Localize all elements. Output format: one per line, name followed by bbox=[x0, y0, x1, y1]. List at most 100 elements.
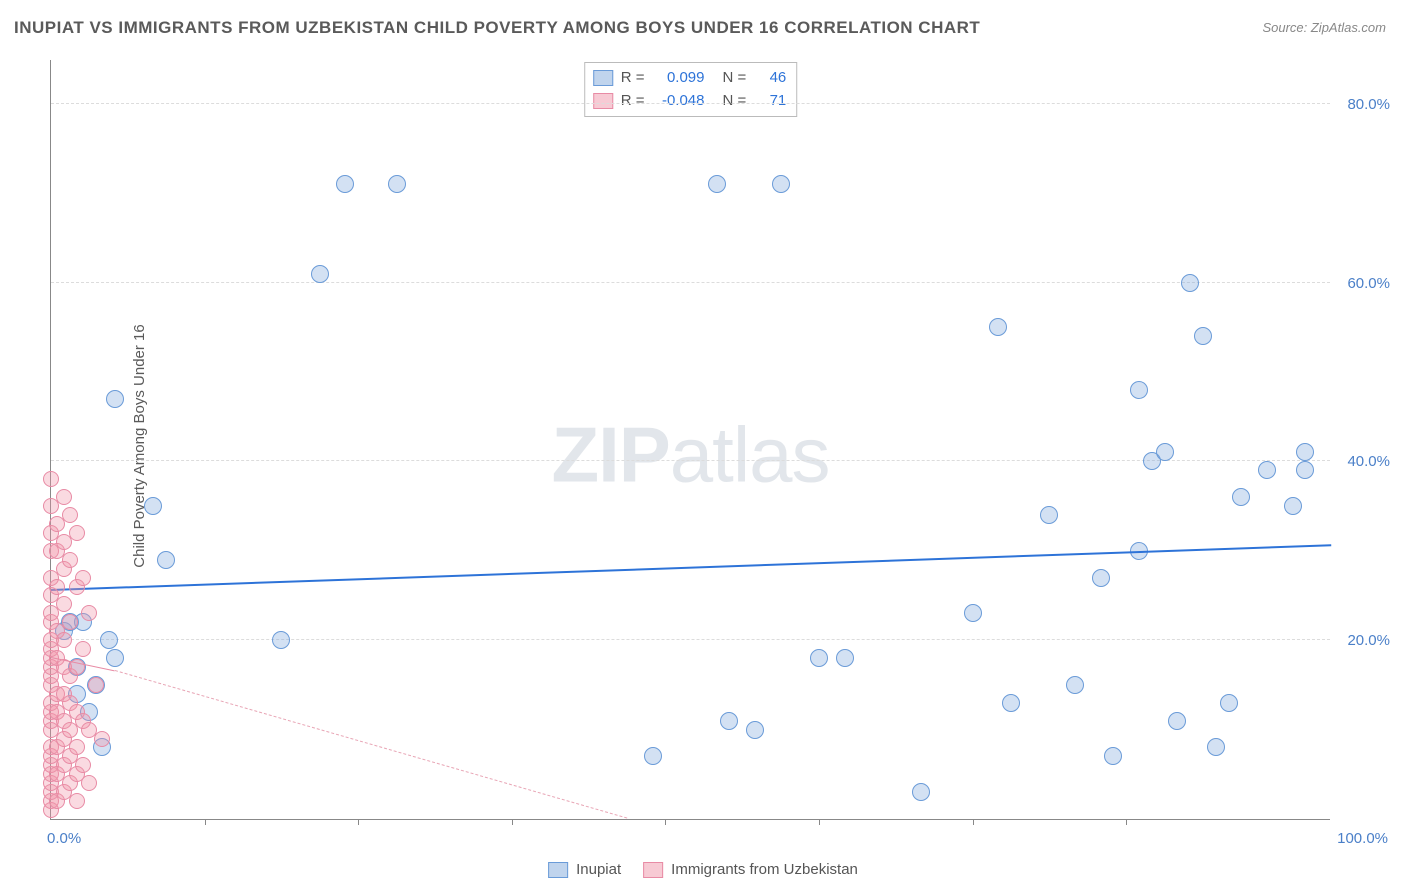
legend-item: Inupiat bbox=[548, 861, 621, 878]
data-point bbox=[1220, 694, 1238, 712]
data-point bbox=[720, 712, 738, 730]
series-legend: Inupiat Immigrants from Uzbekistan bbox=[548, 861, 858, 878]
legend-n-label: N = bbox=[723, 90, 747, 113]
data-point bbox=[75, 641, 91, 657]
legend-swatch bbox=[548, 862, 568, 878]
data-point bbox=[1284, 497, 1302, 515]
x-tick bbox=[205, 819, 206, 825]
watermark: ZIPatlas bbox=[551, 409, 829, 500]
legend-r-value: -0.048 bbox=[653, 90, 705, 113]
data-point bbox=[1040, 506, 1058, 524]
data-point bbox=[1232, 488, 1250, 506]
data-point bbox=[1168, 712, 1186, 730]
legend-n-value: 46 bbox=[754, 67, 786, 90]
x-tick bbox=[973, 819, 974, 825]
data-point bbox=[69, 739, 85, 755]
data-point bbox=[388, 175, 406, 193]
data-point bbox=[94, 731, 110, 747]
data-point bbox=[62, 552, 78, 568]
data-point bbox=[1130, 381, 1148, 399]
y-tick-label: 40.0% bbox=[1347, 453, 1390, 470]
data-point bbox=[100, 631, 118, 649]
data-point bbox=[311, 265, 329, 283]
data-point bbox=[69, 793, 85, 809]
data-point bbox=[81, 605, 97, 621]
data-point bbox=[106, 649, 124, 667]
data-point bbox=[708, 175, 726, 193]
x-tick-label: 100.0% bbox=[1337, 830, 1388, 847]
x-tick-label: 0.0% bbox=[47, 830, 81, 847]
data-point bbox=[106, 390, 124, 408]
legend-row: R = 0.099 N = 46 bbox=[593, 67, 787, 90]
legend-row: R = -0.048 N = 71 bbox=[593, 90, 787, 113]
source-name: ZipAtlas.com bbox=[1311, 20, 1386, 35]
legend-swatch bbox=[643, 862, 663, 878]
data-point bbox=[272, 631, 290, 649]
data-point bbox=[1207, 738, 1225, 756]
chart-title: INUPIAT VS IMMIGRANTS FROM UZBEKISTAN CH… bbox=[14, 18, 980, 38]
data-point bbox=[62, 507, 78, 523]
data-point bbox=[1258, 461, 1276, 479]
data-point bbox=[1296, 461, 1314, 479]
trend-line bbox=[51, 544, 1331, 591]
watermark-light: atlas bbox=[670, 410, 830, 498]
data-point bbox=[56, 489, 72, 505]
data-point bbox=[144, 497, 162, 515]
legend-r-label: R = bbox=[621, 67, 645, 90]
gridline bbox=[51, 639, 1330, 640]
legend-r-label: R = bbox=[621, 90, 645, 113]
data-point bbox=[49, 579, 65, 595]
source-prefix: Source: bbox=[1262, 20, 1310, 35]
data-point bbox=[81, 775, 97, 791]
data-point bbox=[88, 677, 104, 693]
y-tick-label: 20.0% bbox=[1347, 632, 1390, 649]
data-point bbox=[75, 757, 91, 773]
legend-label: Inupiat bbox=[576, 861, 621, 878]
legend-n-label: N = bbox=[723, 67, 747, 90]
y-tick-label: 80.0% bbox=[1347, 96, 1390, 113]
data-point bbox=[1156, 443, 1174, 461]
data-point bbox=[56, 596, 72, 612]
data-point bbox=[989, 318, 1007, 336]
data-point bbox=[836, 649, 854, 667]
gridline bbox=[51, 460, 1330, 461]
data-point bbox=[336, 175, 354, 193]
x-tick bbox=[819, 819, 820, 825]
gridline bbox=[51, 282, 1330, 283]
data-point bbox=[810, 649, 828, 667]
x-tick bbox=[1126, 819, 1127, 825]
data-point bbox=[62, 614, 78, 630]
data-point bbox=[1066, 676, 1084, 694]
data-point bbox=[1104, 747, 1122, 765]
trend-line bbox=[115, 671, 627, 819]
legend-n-value: 71 bbox=[754, 90, 786, 113]
y-tick-label: 60.0% bbox=[1347, 275, 1390, 292]
legend-label: Immigrants from Uzbekistan bbox=[671, 861, 858, 878]
legend-swatch bbox=[593, 70, 613, 86]
x-tick bbox=[358, 819, 359, 825]
correlation-legend: R = 0.099 N = 46 R = -0.048 N = 71 bbox=[584, 62, 798, 117]
legend-r-value: 0.099 bbox=[653, 67, 705, 90]
watermark-bold: ZIP bbox=[551, 410, 669, 498]
data-point bbox=[912, 783, 930, 801]
data-point bbox=[746, 721, 764, 739]
data-point bbox=[43, 471, 59, 487]
data-point bbox=[1181, 274, 1199, 292]
x-tick bbox=[665, 819, 666, 825]
legend-swatch bbox=[593, 93, 613, 109]
data-point bbox=[69, 525, 85, 541]
data-point bbox=[1002, 694, 1020, 712]
plot-area: ZIPatlas R =0.099N =46R =-0.048N =71 20.… bbox=[50, 60, 1330, 820]
data-point bbox=[1194, 327, 1212, 345]
data-point bbox=[1296, 443, 1314, 461]
data-point bbox=[56, 632, 72, 648]
x-tick bbox=[512, 819, 513, 825]
data-point bbox=[644, 747, 662, 765]
gridline bbox=[51, 103, 1330, 104]
data-point bbox=[1092, 569, 1110, 587]
data-point bbox=[75, 570, 91, 586]
source-attribution: Source: ZipAtlas.com bbox=[1262, 20, 1386, 35]
legend-item: Immigrants from Uzbekistan bbox=[643, 861, 858, 878]
data-point bbox=[157, 551, 175, 569]
data-point bbox=[964, 604, 982, 622]
